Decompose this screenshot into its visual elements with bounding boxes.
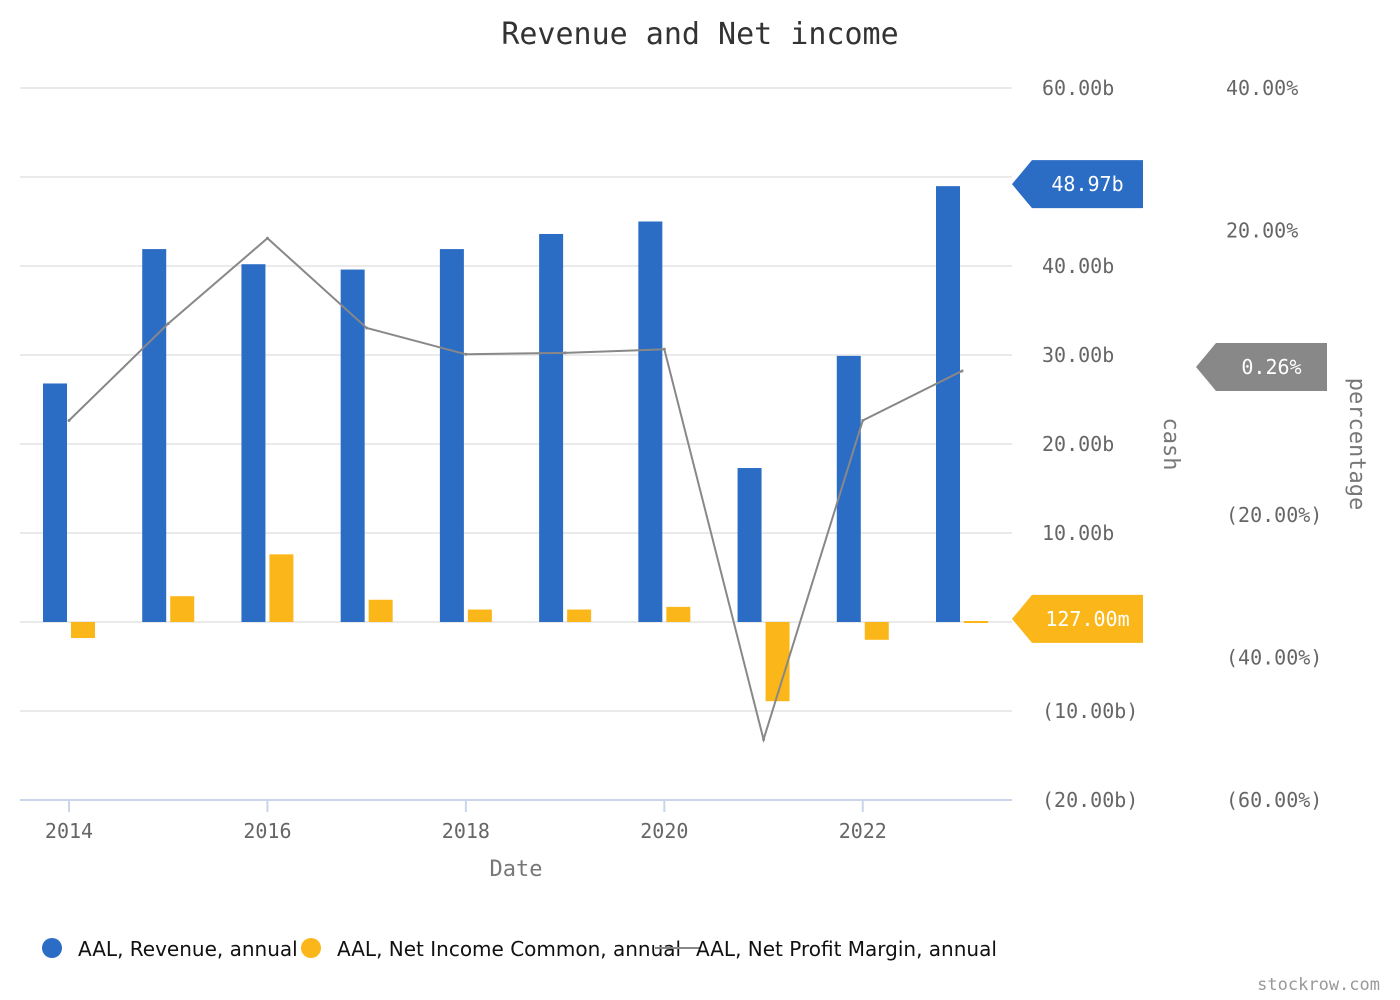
net-profit-margin-point (563, 351, 567, 355)
legend-item-revenue[interactable]: AAL, Revenue, annual (42, 937, 298, 961)
net-income-bar (269, 554, 294, 622)
net-profit-margin-point (365, 326, 369, 330)
right-tick-label: (40.00%) (1226, 646, 1322, 670)
legend-label-net-income: AAL, Net Income Common, annual (337, 937, 681, 961)
chart-title: Revenue and Net income (501, 17, 898, 52)
revenue-bar (638, 221, 663, 622)
left-tick-label: 10.00b (1042, 521, 1114, 545)
net-income-bar (964, 621, 988, 623)
legend-item-net-income[interactable]: AAL, Net Income Common, annual (301, 937, 681, 961)
left-tick-label: 20.00b (1042, 432, 1114, 456)
right-axis-title: percentage (1344, 378, 1369, 510)
legend-label-net-profit-margin: AAL, Net Profit Margin, annual (696, 937, 997, 961)
left-tick-label: 60.00b (1042, 76, 1114, 100)
margin-line (67, 236, 964, 744)
net-income-bar (765, 622, 790, 702)
net-profit-margin-point (464, 352, 468, 356)
last-value-flags: 48.97b 127.00m 0.26% (1012, 160, 1327, 643)
x-tick-label: 2018 (442, 819, 490, 843)
gridlines (20, 87, 1012, 712)
revenue-last-value-flag-text: 48.97b (1051, 172, 1123, 196)
credit-text[interactable]: stockrow.com (1257, 975, 1380, 995)
revenue-bar (737, 468, 762, 622)
net-profit-margin-point (67, 419, 71, 423)
net-profit-margin-point (265, 236, 269, 240)
revenue-bar (439, 249, 464, 622)
x-tick-label: 2020 (640, 819, 688, 843)
revenue-last-value-flag-shape (1012, 160, 1143, 209)
net-profit-margin-last-value-flag: 0.26% (1196, 342, 1327, 391)
left-tick-label: (20.00b) (1042, 788, 1138, 812)
x-tick-label: 2022 (839, 819, 887, 843)
net-profit-margin-point (166, 322, 170, 326)
left-tick-label: 40.00b (1042, 254, 1114, 278)
revenue-bar (241, 264, 266, 622)
revenue-bar (936, 186, 960, 623)
left-axis-title: cash (1158, 418, 1183, 471)
right-tick-label: 40.00% (1226, 76, 1298, 100)
legend-label-revenue: AAL, Revenue, annual (78, 937, 298, 961)
net-profit-margin-point (861, 419, 865, 423)
revenue-bar (142, 249, 167, 622)
bars (43, 186, 988, 702)
net-income-bar (666, 606, 691, 622)
revenue-bar (539, 233, 564, 622)
net-profit-margin-line (68, 236, 963, 744)
right-tick-label: (20.00%) (1226, 503, 1322, 527)
x-tick-label: 2016 (243, 819, 291, 843)
legend-marker-revenue (42, 938, 62, 958)
net-profit-margin-last-value-flag-text: 0.26% (1241, 355, 1301, 379)
left-tick-label: (10.00b) (1042, 699, 1138, 723)
x-axis-title: Date (490, 857, 543, 882)
net-income-bar (368, 599, 393, 622)
right-tick-label: (60.00%) (1226, 788, 1322, 812)
net-income-last-value-flag-text: 127.00m (1045, 607, 1129, 631)
net-profit-margin-last-value-flag-shape (1196, 342, 1327, 391)
revenue-bar (340, 269, 365, 622)
net-income-bar (467, 609, 492, 622)
net-profit-margin-point (960, 369, 964, 373)
revenue-last-value-flag: 48.97b (1012, 160, 1143, 209)
revenue-bar (836, 355, 861, 622)
revenue-bar (43, 383, 67, 622)
net-income-last-value-flag: 127.00m (1012, 594, 1143, 643)
x-axis-ticks: 2014 2016 2018 2020 2022 (45, 800, 887, 843)
legend-marker-net-income (301, 938, 321, 958)
net-income-last-value-flag-shape (1012, 594, 1143, 643)
legend: AAL, Revenue, annual AAL, Net Income Com… (42, 937, 997, 961)
x-tick-label: 2014 (45, 819, 93, 843)
left-tick-label: 30.00b (1042, 343, 1114, 367)
right-axis-ticks: 40.00% 20.00% (20.00%) (40.00%) (60.00%) (1226, 76, 1322, 812)
net-profit-margin-point (762, 737, 766, 741)
net-income-bar (71, 622, 95, 639)
net-income-bar (567, 609, 592, 622)
right-tick-label: 20.00% (1226, 218, 1298, 242)
net-income-bar (170, 596, 195, 622)
legend-item-net-profit-margin[interactable]: AAL, Net Profit Margin, annual (655, 937, 997, 961)
net-profit-margin-point (662, 347, 666, 351)
net-income-bar (864, 622, 889, 640)
